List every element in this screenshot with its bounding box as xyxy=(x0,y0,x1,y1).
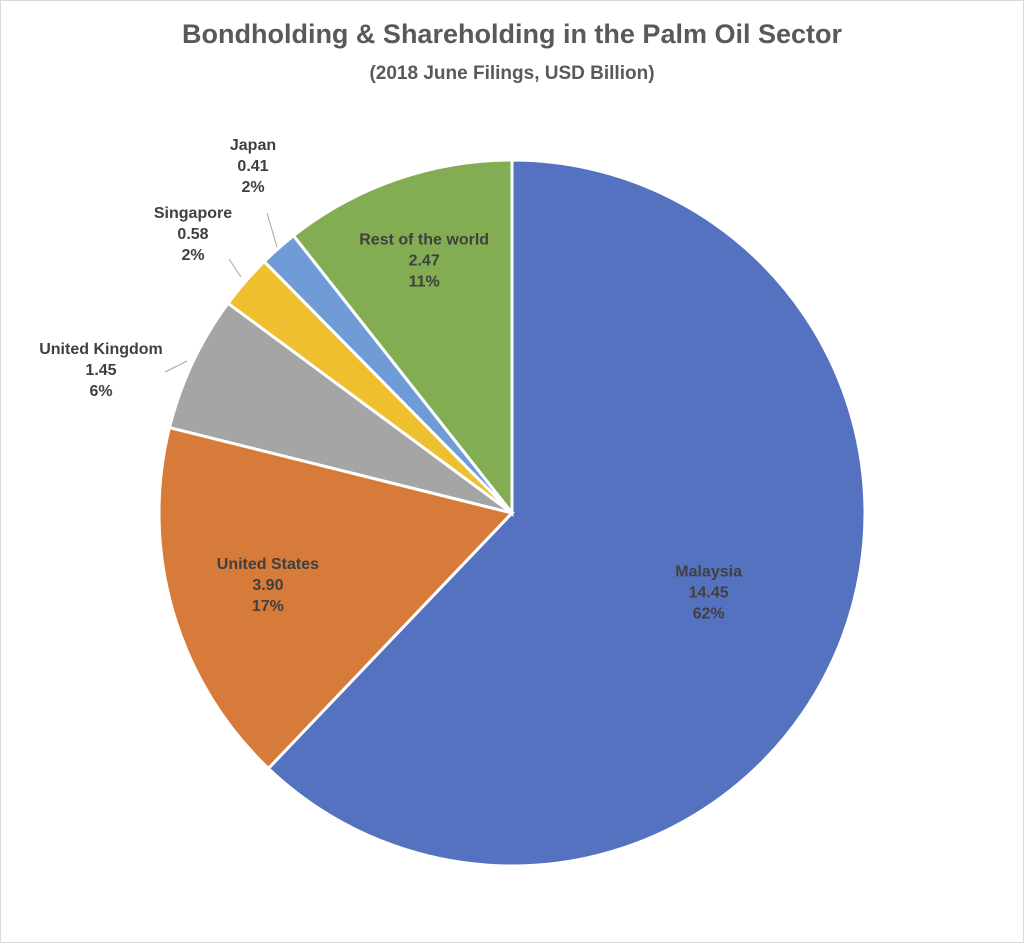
data-label-rest-of-the-world-name: Rest of the world xyxy=(359,232,489,249)
pie-slice-united-kingdom xyxy=(167,301,513,515)
data-label-rest-of-the-world-value: 2.47 xyxy=(409,253,440,270)
leader-line-japan xyxy=(266,212,278,248)
leader-lines xyxy=(164,212,278,373)
data-label-singapore-percent: 2% xyxy=(181,247,204,264)
data-labels: Malaysia 14.45 62% United States 3.90 17% Unit… xyxy=(39,137,742,623)
data-label-malaysia-percent: 62% xyxy=(693,606,725,623)
data-label-singapore-name: Singapore xyxy=(154,205,232,222)
chart-title: Bondholding & Shareholding in the Palm O… xyxy=(182,19,843,49)
pie-slices xyxy=(157,158,867,868)
data-label-united-states-value: 3.90 xyxy=(252,577,283,594)
chart-subtitle: (2018 June Filings, USD Billion) xyxy=(369,63,654,84)
pie-slice-united-states xyxy=(157,425,515,771)
data-label-rest-of-the-world-percent: 11% xyxy=(409,274,440,291)
leader-line-united-kingdom xyxy=(164,360,188,373)
data-label-united-states-name: United States xyxy=(217,556,319,573)
leader-line-singapore xyxy=(228,258,242,278)
data-label-japan-value: 0.41 xyxy=(237,158,268,175)
data-label-malaysia-name: Malaysia xyxy=(675,564,742,581)
data-label-singapore-value: 0.58 xyxy=(177,226,208,243)
data-label-united-kingdom-percent: 6% xyxy=(89,383,112,400)
data-label-japan-name: Japan xyxy=(230,137,276,154)
data-label-united-kingdom-name: United Kingdom xyxy=(39,341,163,358)
data-label-united-kingdom-value: 1.45 xyxy=(85,362,116,379)
pie-slice-rest-of-the-world xyxy=(291,158,514,518)
pie-slice-malaysia xyxy=(266,158,867,868)
data-label-united-states-percent: 17% xyxy=(252,598,284,615)
data-label-malaysia-value: 14.45 xyxy=(689,585,729,602)
data-label-japan-percent: 2% xyxy=(241,179,264,196)
